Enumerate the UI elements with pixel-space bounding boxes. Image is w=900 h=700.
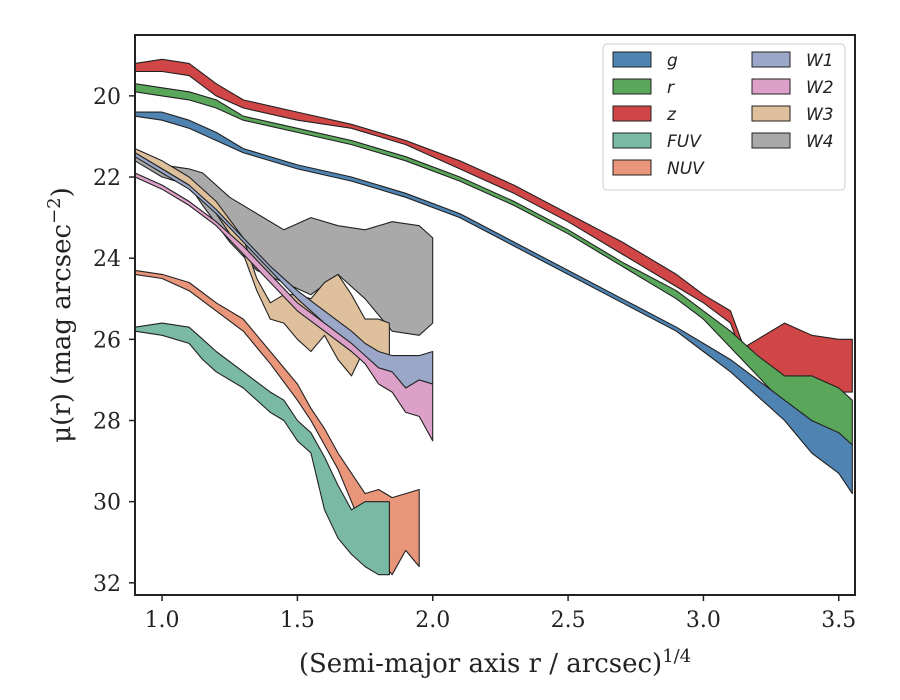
legend-swatch-w2 [751, 78, 791, 95]
legend-label-w4: W4 [806, 132, 834, 152]
series-band-fuv [134, 322, 390, 576]
legend-label-fuv: FUV [667, 132, 702, 152]
legend-swatch-w3 [751, 105, 791, 122]
y-tick-label: 28 [93, 410, 121, 435]
legend-swatch-w4 [751, 132, 791, 149]
legend-swatch-w1 [751, 51, 791, 68]
y-tick-label: 30 [93, 491, 121, 516]
series-band-z [134, 58, 853, 393]
legend-swatch-nuv [612, 159, 652, 176]
x-axis-label: (Semi-major axis r / arcsec)1/4 [299, 646, 691, 679]
y-tick-label: 26 [93, 328, 121, 353]
legend-label-r: r [667, 78, 675, 98]
x-tick-label: 3.0 [686, 608, 721, 633]
legend-label-w2: W2 [806, 78, 834, 98]
x-tick-label: 1.0 [145, 608, 180, 633]
legend-swatch-g [612, 51, 652, 68]
series-band-nuv [134, 269, 420, 576]
series-band-g [134, 111, 853, 495]
y-tick-label: 32 [93, 572, 121, 597]
legend-swatch-r [612, 78, 652, 95]
x-tick-label: 1.5 [280, 608, 315, 633]
y-tick-label: 22 [93, 166, 121, 191]
x-tick-label: 2.5 [551, 608, 586, 633]
y-tick-label: 20 [93, 85, 121, 110]
x-tick-label: 3.5 [821, 608, 856, 633]
y-axis: 20 22 24 26 28 30 32 [93, 85, 135, 597]
legend-label-w1: W1 [806, 51, 834, 71]
legend-label-w3: W3 [806, 105, 834, 125]
x-axis: 1.0 1.5 2.0 2.5 3.0 3.5 [145, 595, 856, 633]
y-tick-label: 24 [93, 247, 121, 272]
y-axis-label: μ(r) (mag arcsec−2) [44, 187, 77, 443]
legend: grz FUV NUV W1 W2 W3 W4 [602, 43, 846, 191]
x-tick-label: 2.0 [415, 608, 450, 633]
series-band-w1 [134, 152, 434, 389]
series-band-w2 [134, 172, 434, 442]
plot-frame [134, 34, 856, 596]
legend-label-g: g [667, 51, 678, 71]
legend-label-nuv: NUV [667, 159, 705, 179]
series-layer [134, 58, 853, 576]
legend-label-z: z [666, 105, 677, 125]
legend-swatch-fuv [612, 132, 652, 149]
legend-swatch-z [612, 105, 652, 122]
